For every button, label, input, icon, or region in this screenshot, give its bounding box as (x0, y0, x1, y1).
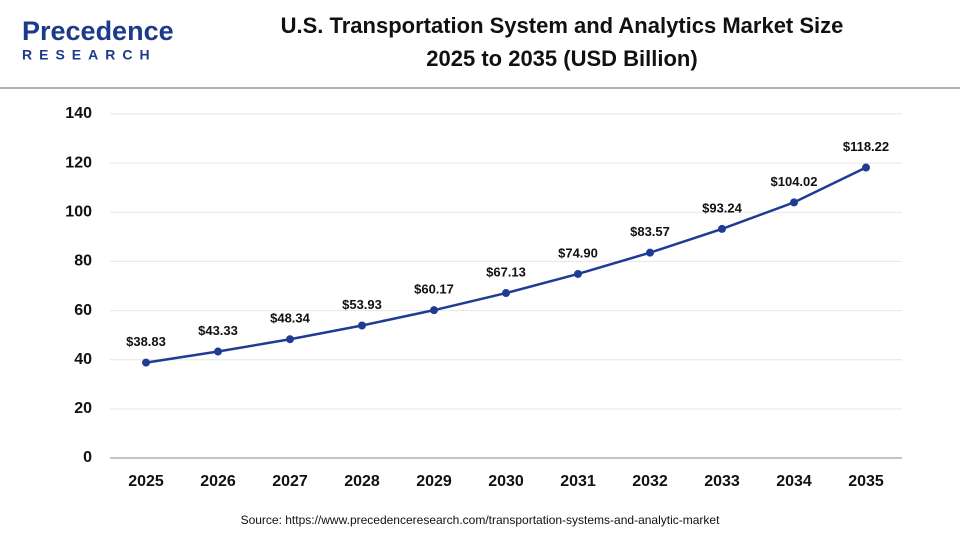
value-label: $83.57 (630, 224, 670, 239)
x-tick-label: 2032 (632, 473, 668, 490)
point (142, 358, 150, 367)
point (430, 306, 438, 315)
y-tick-label: 140 (65, 105, 92, 122)
y-tick-label: 20 (74, 400, 92, 417)
value-label: $38.83 (126, 334, 166, 349)
x-tick-label: 2025 (128, 473, 164, 490)
value-label: $43.33 (198, 323, 238, 338)
point (790, 198, 798, 207)
value-label: $67.13 (486, 264, 526, 279)
logo-tagline: RESEARCH (22, 47, 157, 63)
value-label: $104.02 (771, 174, 818, 189)
y-tick-label: 40 (74, 351, 92, 368)
x-tick-label: 2033 (704, 473, 740, 490)
x-tick-label: 2034 (776, 473, 812, 490)
value-label: $48.34 (270, 311, 311, 326)
value-label: $93.24 (702, 200, 743, 215)
logo-name: Precedence (22, 16, 174, 46)
x-tick-label: 2027 (272, 473, 308, 490)
value-label: $74.90 (558, 245, 598, 260)
point (574, 269, 582, 278)
y-tick-label: 120 (65, 154, 92, 171)
y-tick-label: 100 (65, 204, 92, 221)
x-tick-label: 2026 (200, 473, 236, 490)
point (286, 335, 294, 344)
point (718, 224, 726, 233)
x-tick-label: 2029 (416, 473, 452, 490)
chart-subtitle: 2025 to 2035 (USD Billion) (426, 46, 697, 71)
source: Source: https://www.precedenceresearch.c… (241, 513, 721, 527)
point (358, 321, 366, 330)
x-tick-label: 2028 (344, 473, 380, 490)
y-tick-label: 60 (74, 302, 92, 319)
y-tick-label: 0 (83, 449, 92, 466)
point (862, 163, 870, 172)
point (646, 248, 654, 257)
value-label: $53.93 (342, 297, 382, 312)
x-tick-label: 2035 (848, 473, 884, 490)
value-label: $60.17 (414, 282, 454, 297)
point (214, 347, 222, 356)
chart-title: U.S. Transportation System and Analytics… (281, 13, 844, 38)
point (502, 289, 510, 298)
y-tick-label: 80 (74, 253, 92, 270)
value-label: $118.22 (843, 139, 889, 154)
x-tick-label: 2031 (560, 473, 596, 490)
x-tick-label: 2030 (488, 473, 524, 490)
